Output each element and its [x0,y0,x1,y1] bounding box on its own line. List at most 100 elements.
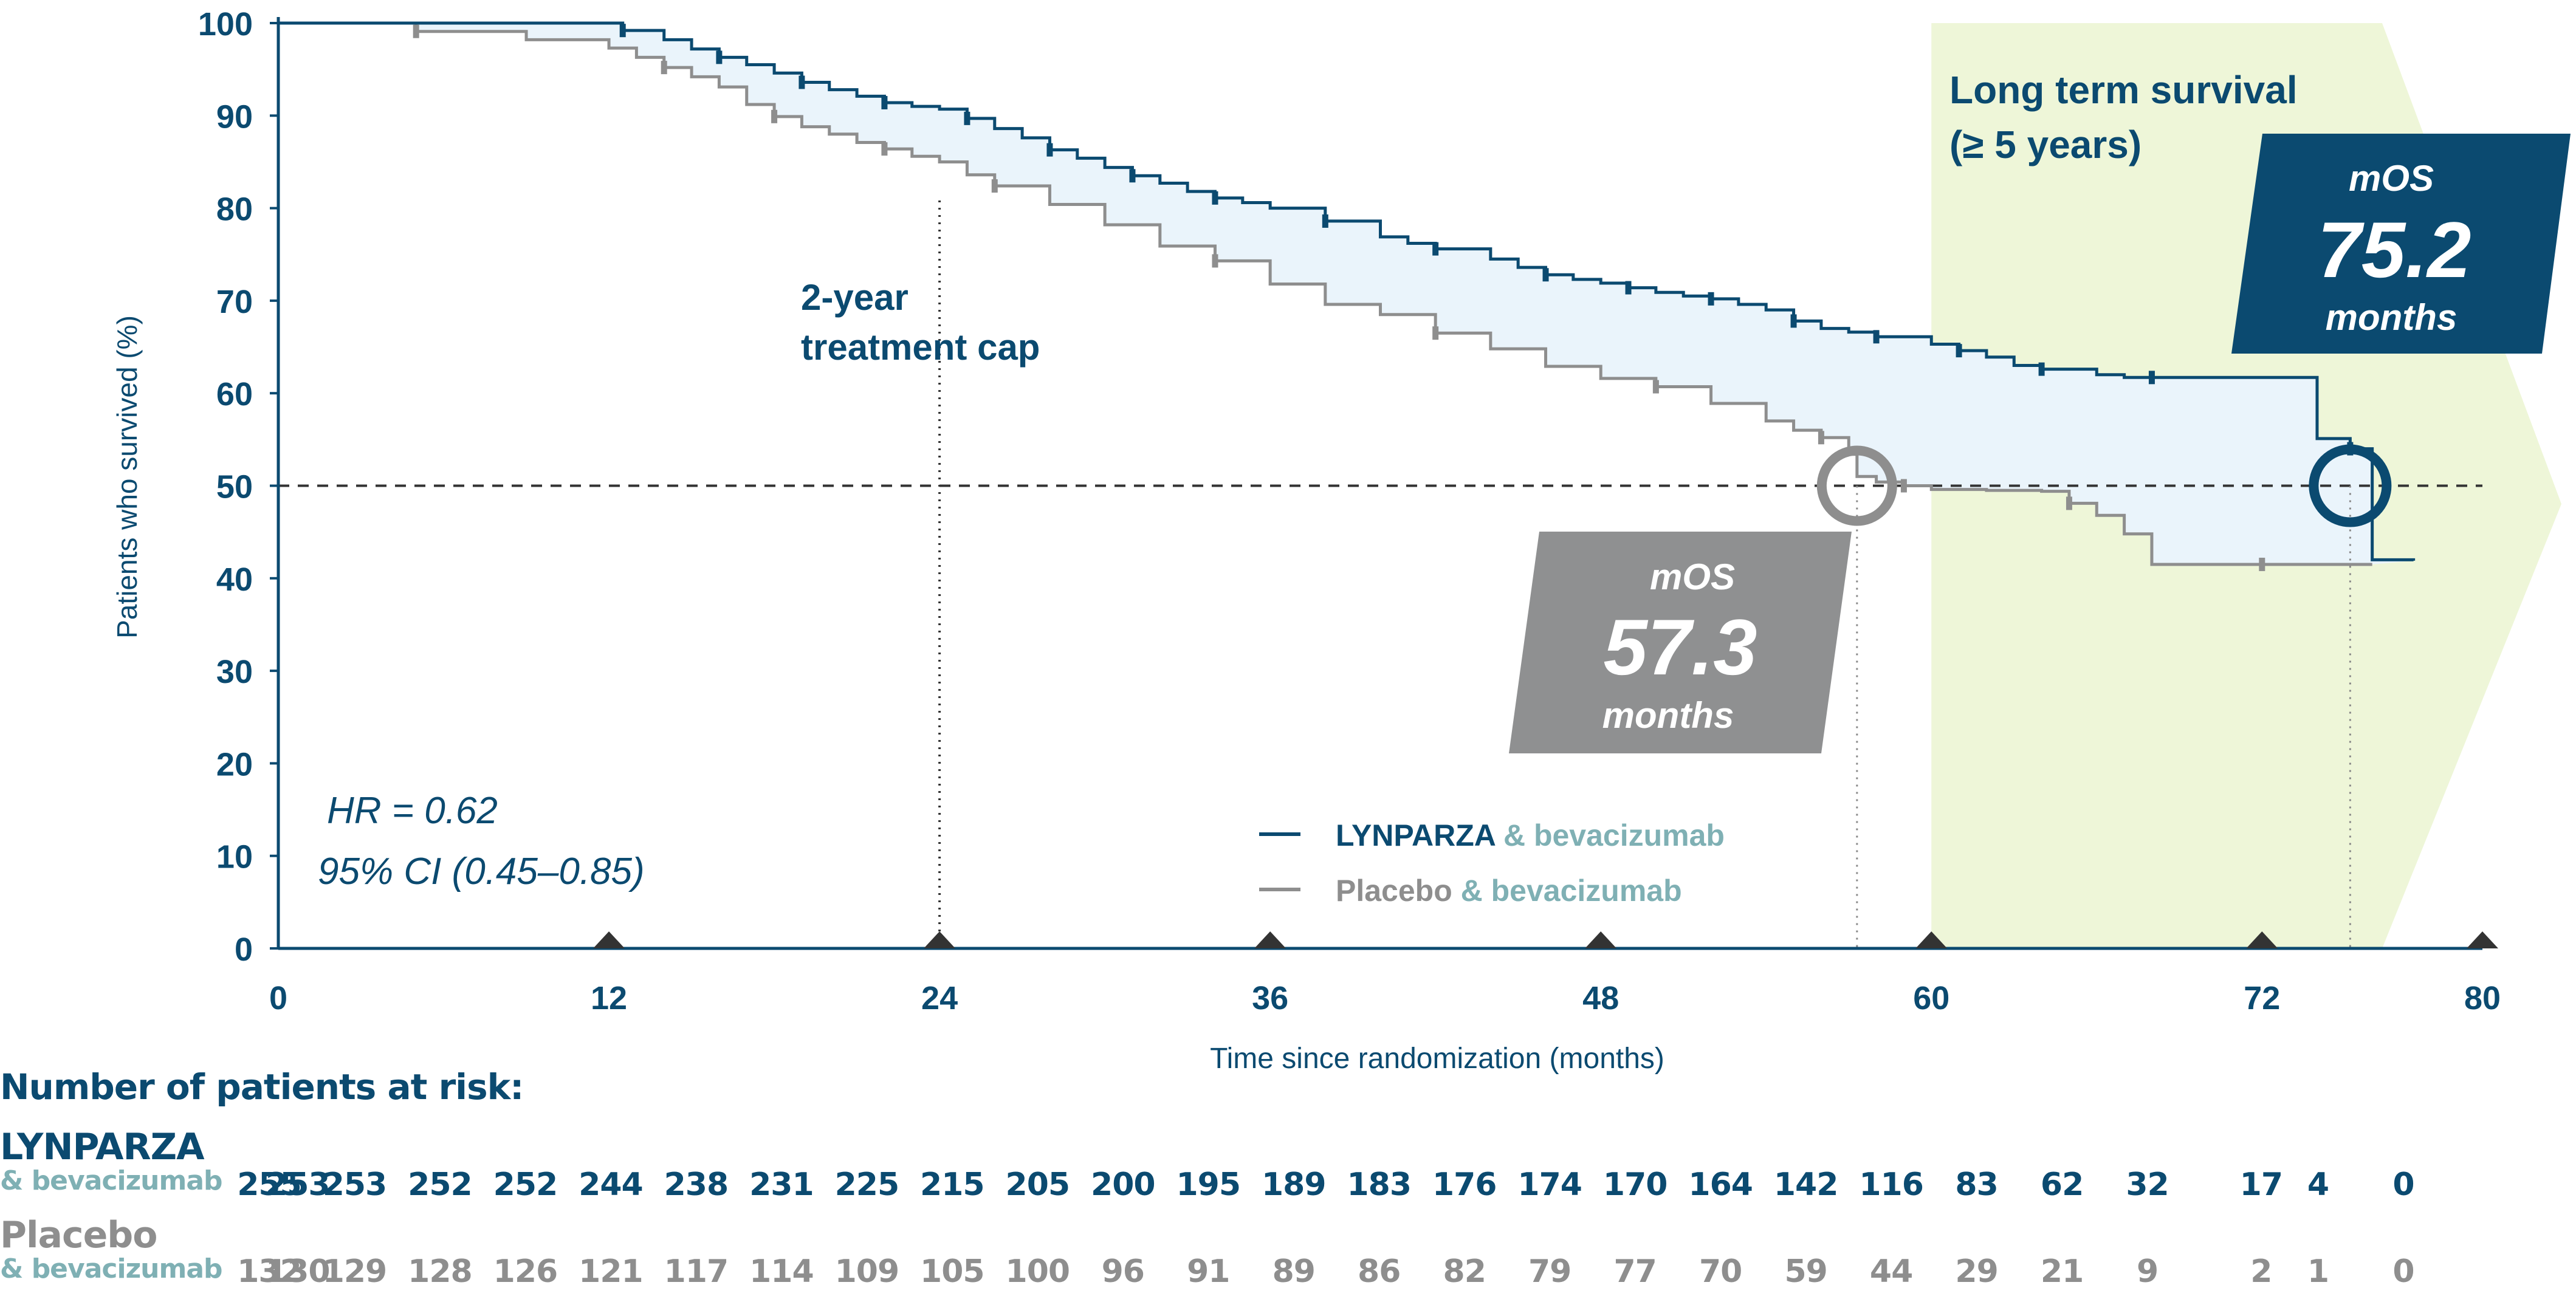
censor-mark-lynparza [1625,281,1632,295]
risk-value: 117 [664,1253,729,1290]
x-tick-label: 48 [1582,980,1619,1016]
legend-label-placebo: Placebo & bevacizumab [1336,874,1682,908]
y-tick-label: 10 [216,839,253,875]
risk-value: 164 [1688,1167,1753,1203]
background-layer [278,23,2561,948]
x-tick-label: 60 [1913,980,1949,1016]
median-markers [1816,444,2392,527]
annotations: 2-year treatment cap Long term survival … [318,68,2571,908]
y-tick-label: 50 [216,469,253,505]
risk-row-placebo: Placebo & bevacizumab 132 130 129 128 126 121… [0,1217,2576,1302]
risk-value: 32 [2126,1167,2169,1203]
censor-mark-placebo [1900,479,1907,493]
censor-mark-lynparza [619,24,626,38]
censor-mark-placebo [413,24,419,38]
treatment-cap-label-2: treatment cap [801,327,1040,368]
y-tick-label: 30 [216,654,253,690]
x-tick-label: 0 [269,980,287,1016]
censor-mark-lynparza [881,95,888,109]
risk-value: 109 [834,1253,900,1290]
risk-value: 96 [1101,1253,1145,1290]
censor-mark-placebo [2259,557,2265,571]
censor-mark-placebo [1818,431,1824,445]
censor-mark-placebo [661,61,667,75]
reference-lines [278,200,2482,948]
risk-value: 77 [1613,1253,1657,1290]
censor-mark-lynparza [1212,191,1218,205]
risk-value: 29 [1955,1253,1998,1290]
censor-mark-placebo [1432,326,1439,340]
y-tick-label: 60 [216,376,253,413]
censor-mark-lynparza [1322,214,1328,228]
risk-value: 0 [2392,1253,2414,1290]
x-tick-label: 80 [2464,980,2501,1016]
y-axis-label: Patients who survived (%) [111,315,143,639]
risk-value: 82 [1443,1253,1486,1290]
legend-suffix-lynparza: & bevacizumab [1495,818,1725,852]
risk-value: 253 [266,1167,331,1203]
treatment-cap-label-1: 2-year [801,277,908,318]
risk-value: 59 [1784,1253,1827,1290]
risk-value: 130 [266,1253,331,1290]
risk-value: 195 [1176,1167,1241,1203]
longterm-title-1: Long term survival [1949,68,2298,112]
axes: 0 10 20 30 40 50 60 70 80 90 100 0 12 24 36 48 60 72 80 [198,6,2501,1016]
x-tick-label: 12 [591,980,627,1016]
censor-mark-placebo [2066,496,2072,510]
risk-value: 253 [322,1167,388,1203]
risk-value: 21 [2040,1253,2084,1290]
censor-mark-lynparza [1873,330,1880,344]
legend-suffix-placebo: & bevacizumab [1452,874,1682,908]
x-tick-marker [1915,931,1948,948]
y-tick-label: 70 [216,284,253,320]
mos-placebo-value: 57.3 [1603,603,1757,691]
risk-row-label: LYNPARZA & bevacizumab [0,1129,223,1196]
risk-value: 200 [1091,1167,1156,1203]
series-line-placebo [278,21,2372,566]
risk-row-subname: & bevacizumab [0,1165,223,1196]
censor-mark-lynparza [799,75,805,89]
risk-row-lynparza: LYNPARZA & bevacizumab 255 253 253 252 252 24… [0,1129,2576,1214]
risk-value: 174 [1517,1167,1582,1203]
mos-placebo-unit: months [1602,695,1734,736]
risk-value: 9 [2136,1253,2159,1290]
y-tick-label: 0 [235,931,253,968]
risk-value: 225 [834,1167,900,1203]
risk-value: 44 [1869,1253,1913,1290]
risk-value: 17 [2239,1167,2283,1203]
mos-lynparza-unit: months [2326,297,2458,338]
survival-gap-area [278,23,2414,564]
risk-value: 132 [237,1253,302,1290]
risk-row-subname: & bevacizumab [0,1253,223,1284]
risk-value: 121 [579,1253,644,1290]
legend-name-placebo: Placebo [1336,874,1452,908]
x-tick-marker [1585,931,1617,948]
risk-value: 4 [2307,1167,2329,1203]
y-tick-label: 20 [216,746,253,783]
risk-value: 205 [1005,1167,1071,1203]
risk-row-name: Placebo [0,1214,157,1256]
risk-value: 105 [920,1253,985,1290]
censor-mark-placebo [771,109,778,123]
risk-value: 183 [1347,1167,1412,1203]
risk-value: 91 [1187,1253,1230,1290]
mos-lynparza-box [2231,134,2571,354]
risk-value: 244 [579,1167,644,1203]
risk-value: 129 [322,1253,388,1290]
legend-label-lynparza: LYNPARZA & bevacizumab [1336,818,1725,852]
risk-value: 89 [1272,1253,1316,1290]
risk-value: 142 [1773,1167,1839,1203]
risk-value: 255 [237,1167,302,1203]
risk-value: 1 [2307,1253,2329,1290]
censor-mark-lynparza [2148,371,2155,385]
risk-value: 126 [493,1253,558,1290]
mos-placebo-box [1509,532,1852,753]
y-tick-label: 90 [216,98,253,135]
risk-value: 215 [920,1167,985,1203]
censor-mark-lynparza [1790,314,1797,328]
risk-value: 176 [1432,1167,1497,1203]
risk-value: 114 [749,1253,814,1290]
legend-name-lynparza: LYNPARZA [1336,818,1496,852]
risk-value: 252 [493,1167,558,1203]
risk-value: 2 [2250,1253,2272,1290]
